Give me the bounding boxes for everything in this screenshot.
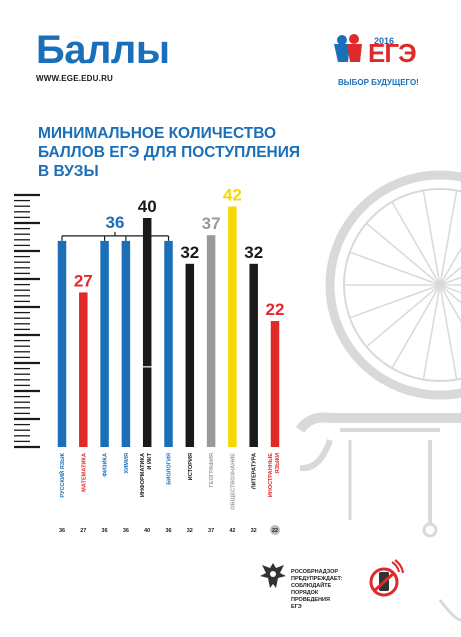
bottom-value-label: 36 bbox=[165, 528, 171, 534]
heading-line: В ВУЗЫ bbox=[38, 163, 99, 180]
category-label: ЯЗЫКИ bbox=[275, 453, 281, 473]
category-label: И ИКТ bbox=[147, 452, 153, 469]
bar-value-label: 32 bbox=[180, 243, 199, 262]
bar bbox=[185, 263, 195, 447]
category-label: ФИЗИКА bbox=[103, 453, 109, 477]
no-phone-icon bbox=[369, 559, 404, 597]
category-label: ИСТОРИЯ bbox=[188, 453, 194, 480]
notice-line: СОБЛЮДАЙТЕ bbox=[291, 583, 332, 589]
category-label: ЛИТЕРАТУРА bbox=[252, 453, 258, 489]
category-label: ХИМИЯ bbox=[124, 453, 130, 473]
bar bbox=[57, 240, 67, 447]
bar-value-label: 27 bbox=[74, 271, 93, 290]
bar bbox=[142, 218, 152, 447]
bar bbox=[206, 235, 216, 447]
bar bbox=[121, 240, 131, 447]
ege-logo bbox=[334, 34, 362, 62]
bottom-value-label: 42 bbox=[229, 528, 235, 534]
bottom-value-label: 32 bbox=[251, 528, 257, 534]
bar bbox=[79, 292, 88, 447]
bottom-value-label: 22 bbox=[272, 528, 278, 534]
category-label: ИНФОРМАТИКА bbox=[140, 453, 146, 497]
bar bbox=[100, 240, 109, 447]
category-label: ИНОСТРАННЫЕ bbox=[268, 453, 274, 498]
bottom-value-label: 37 bbox=[208, 528, 214, 534]
category-label: БИОЛОГИЯ bbox=[167, 453, 173, 485]
category-label: МАТЕМАТИКА bbox=[81, 453, 87, 492]
bar-value-label: 42 bbox=[223, 186, 242, 205]
bottom-value-label: 36 bbox=[123, 528, 129, 534]
eagle-emblem-icon bbox=[260, 563, 286, 588]
logo-text: ЕГЭ bbox=[368, 38, 417, 68]
bottom-value-label: 32 bbox=[187, 528, 193, 534]
heading-line: БАЛЛОВ ЕГЭ ДЛЯ ПОСТУПЛЕНИЯ bbox=[38, 144, 301, 161]
bar-value-label: 37 bbox=[202, 214, 221, 233]
bar bbox=[270, 321, 280, 447]
notice-line: РОСОБРНАДЗОР bbox=[291, 569, 339, 575]
logo-figures-icon bbox=[334, 34, 362, 62]
bar bbox=[228, 206, 237, 447]
bar-value-label: 32 bbox=[244, 243, 263, 262]
site-url[interactable]: WWW.EGE.EDU.RU bbox=[36, 74, 114, 83]
bar bbox=[164, 240, 173, 447]
bottom-value-badge bbox=[270, 525, 280, 535]
group-value-label: 36 bbox=[106, 213, 125, 232]
notice-line: ПРЕДУПРЕЖДАЕТ: bbox=[291, 576, 343, 582]
logo-tagline: ВЫБОР БУДУЩЕГО! bbox=[338, 78, 419, 87]
chart-heading: МИНИМАЛЬНОЕ КОЛИЧЕСТВО БАЛЛОВ ЕГЭ ДЛЯ ПО… bbox=[38, 124, 378, 181]
page-title: Баллы bbox=[36, 28, 170, 72]
category-label: ГЕОГРАФИЯ bbox=[209, 453, 215, 487]
bottom-value-label: 36 bbox=[59, 528, 65, 534]
bar-value-label: 40 bbox=[138, 197, 157, 216]
bar bbox=[249, 263, 258, 447]
rosobrnadzor-notice: РОСОБРНАДЗОР ПРЕДУПРЕЖДАЕТ: СОБЛЮДАЙТЕ П… bbox=[291, 569, 361, 611]
notice-line: ПРОВЕДЕНИЯ bbox=[291, 597, 330, 603]
category-label: ОБЩЕСТВОЗНАНИЕ bbox=[230, 453, 236, 510]
bottom-value-label: 27 bbox=[80, 528, 86, 534]
notice-line: ПОРЯДОК bbox=[291, 590, 319, 596]
bar-value-label: 22 bbox=[266, 300, 285, 319]
category-label: РУССКИЙ ЯЗЫК bbox=[58, 452, 66, 497]
logo-year: 2016 bbox=[374, 36, 395, 46]
bottom-value-label: 36 bbox=[102, 528, 108, 534]
bottom-value-label: 40 bbox=[144, 528, 150, 534]
heading-line: МИНИМАЛЬНОЕ КОЛИЧЕСТВО bbox=[38, 125, 277, 142]
notice-line: ЕГЭ bbox=[291, 604, 302, 610]
